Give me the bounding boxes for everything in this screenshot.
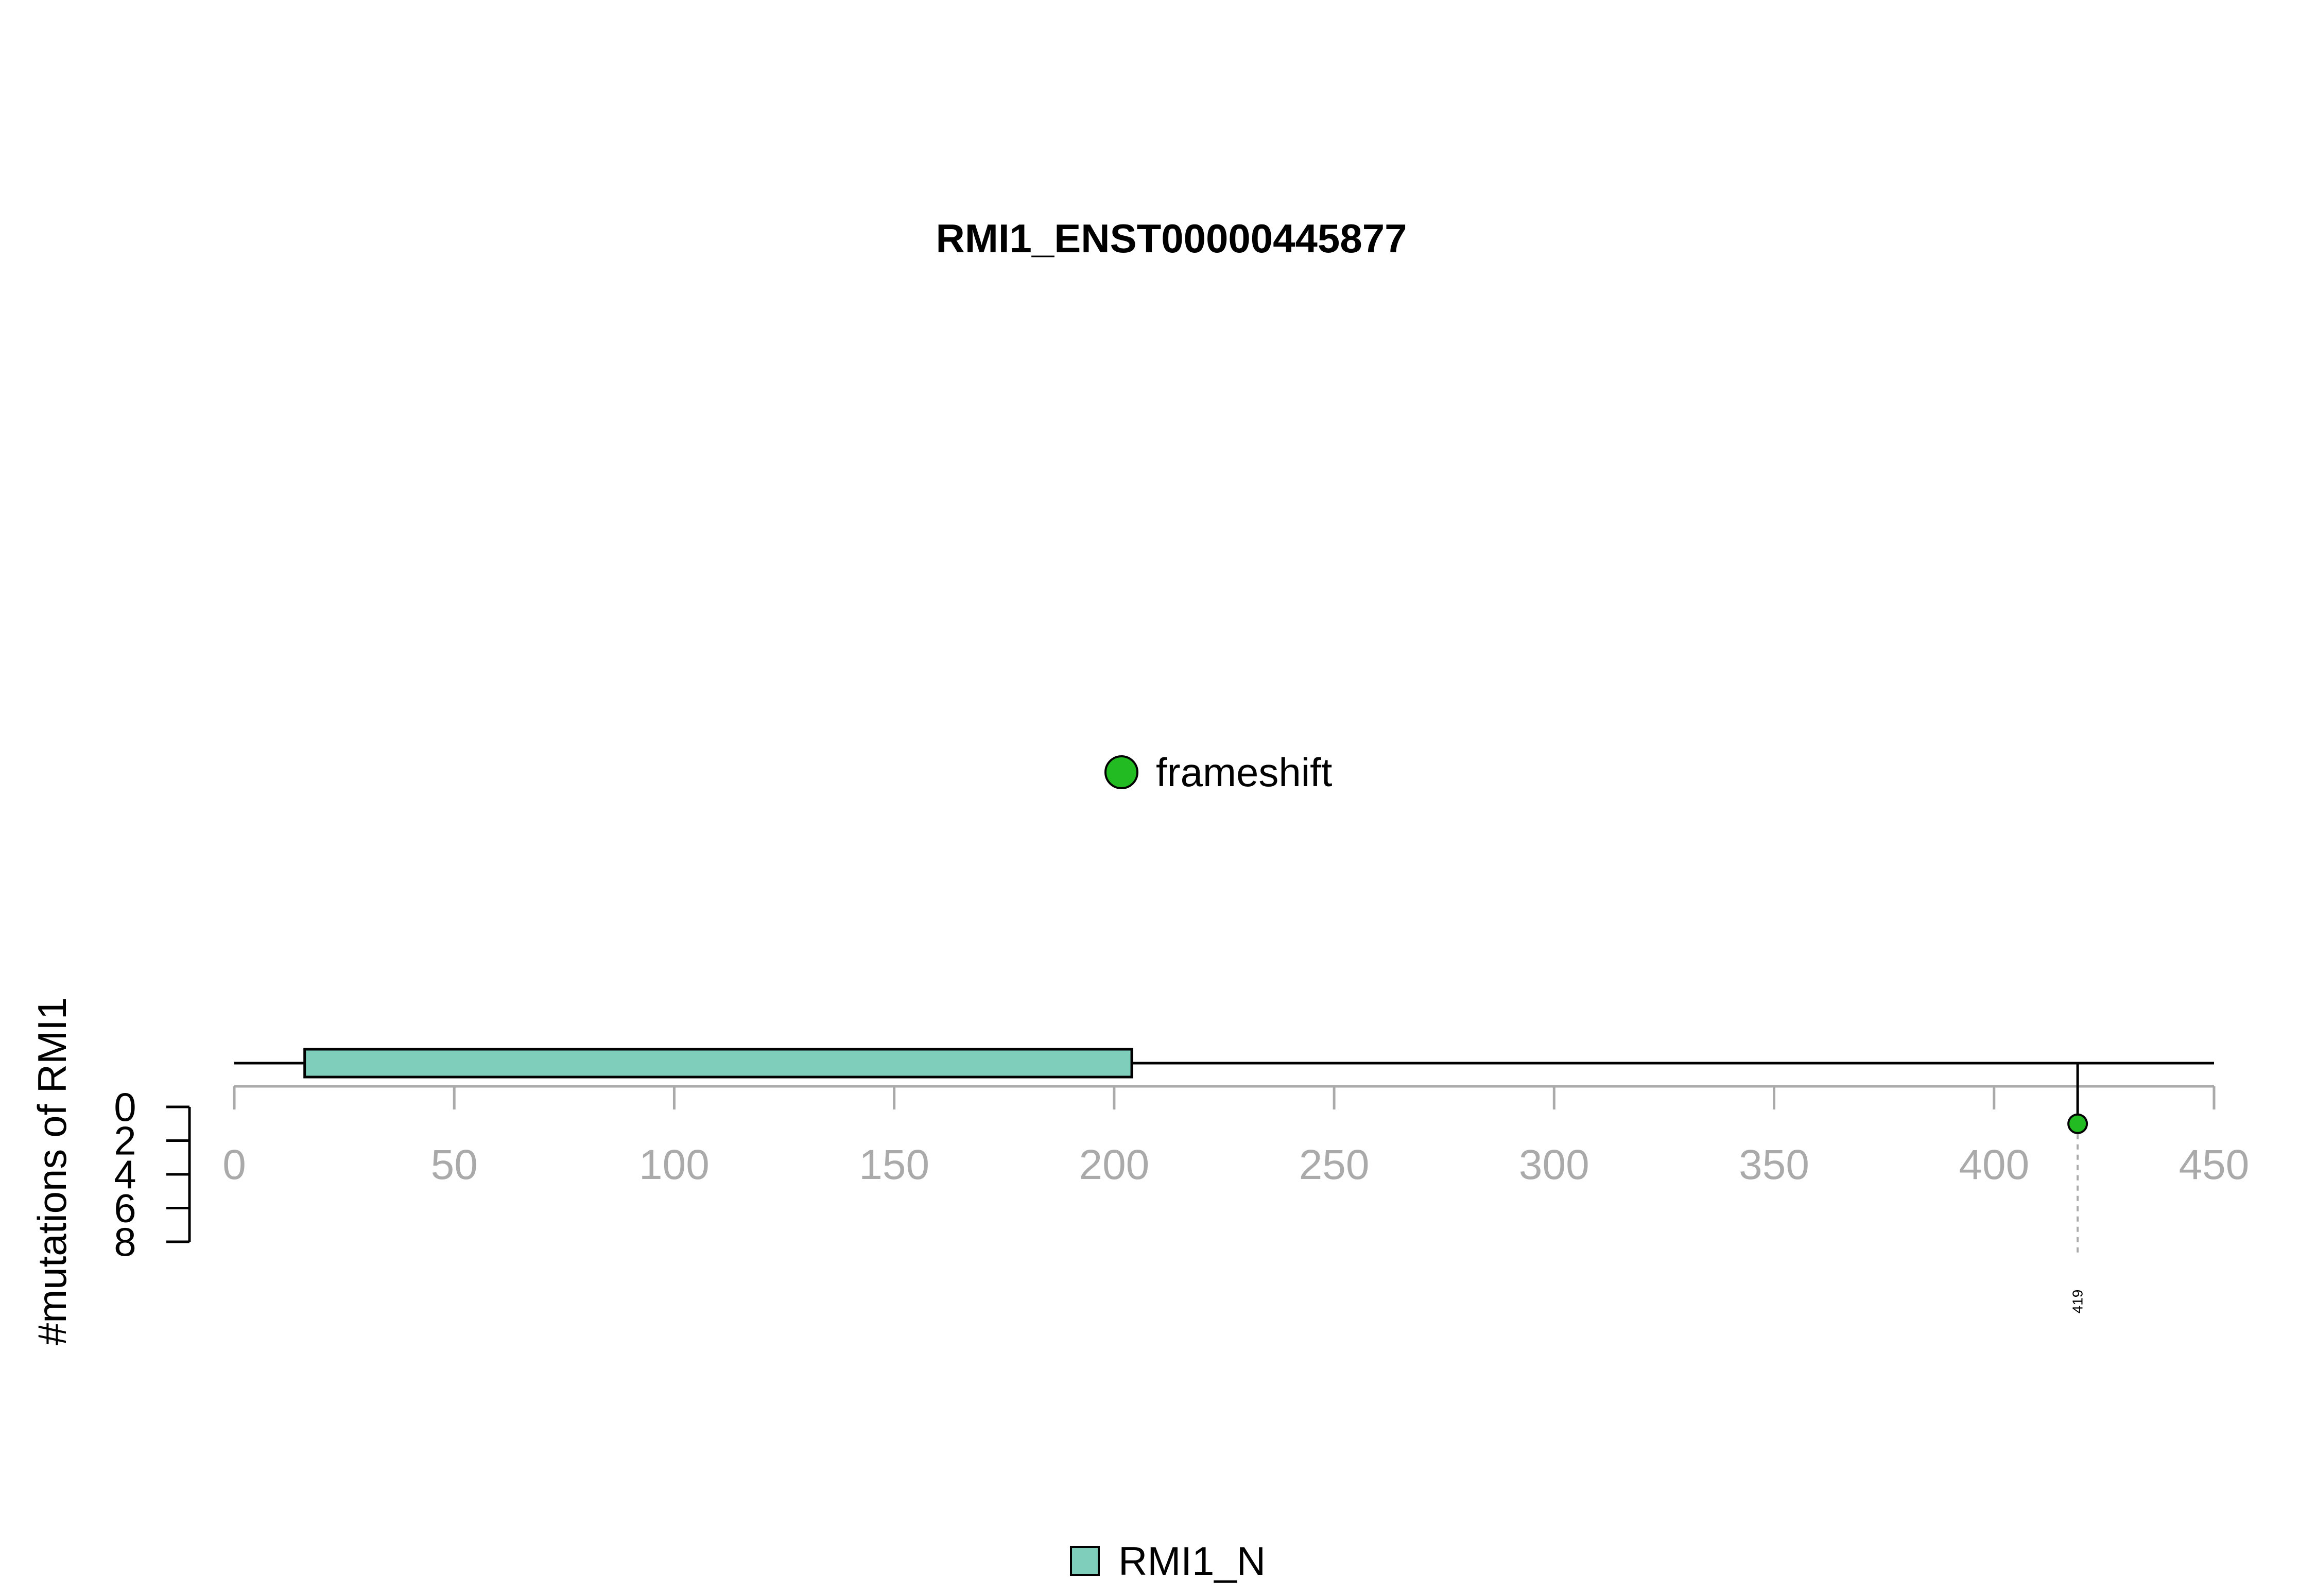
mutation-lollipops: 419 [2067,1063,2088,1314]
x-tick-label: 350 [1739,1141,1809,1188]
mutation-legend-label: frameshift [1156,750,1333,795]
x-tick-label: 100 [639,1141,710,1188]
y-axis-label: #mutations of RMI1 [29,997,75,1345]
x-axis: 0 50 100 150 200 250 300 350 400 450 [222,1085,2250,1188]
x-tick-label: 50 [431,1141,478,1188]
domain-legend-swatch [1070,1546,1100,1576]
chart-title: RMI1_ENST00000445877 [936,216,1407,261]
domain-legend-label: RMI1_N [1118,1538,1266,1584]
mutation-legend-swatch [1104,755,1138,789]
x-tick-label: 300 [1519,1141,1589,1188]
x-tick-label: 450 [2179,1141,2250,1188]
y-tick-label: 0 [114,1084,136,1130]
y-tick-label: 4 [114,1152,136,1197]
x-tick-label: 150 [859,1141,929,1188]
y-tick-label: 2 [114,1118,136,1164]
protein-track [234,1048,2214,1079]
mutation-point [2067,1113,2088,1134]
y-tick-label: 6 [114,1186,136,1231]
x-tick-label: 200 [1079,1141,1149,1188]
domain-legend: RMI1_N [1070,1538,1266,1584]
mutation-legend: frameshift [1104,750,1333,795]
x-tick-label: 0 [222,1141,246,1188]
y-tick-label: 8 [114,1219,136,1264]
mutation-position-label: 419 [2070,1290,2086,1314]
domain-box [303,1048,1133,1079]
x-tick-label: 250 [1299,1141,1370,1188]
x-tick-label: 400 [1959,1141,2029,1188]
